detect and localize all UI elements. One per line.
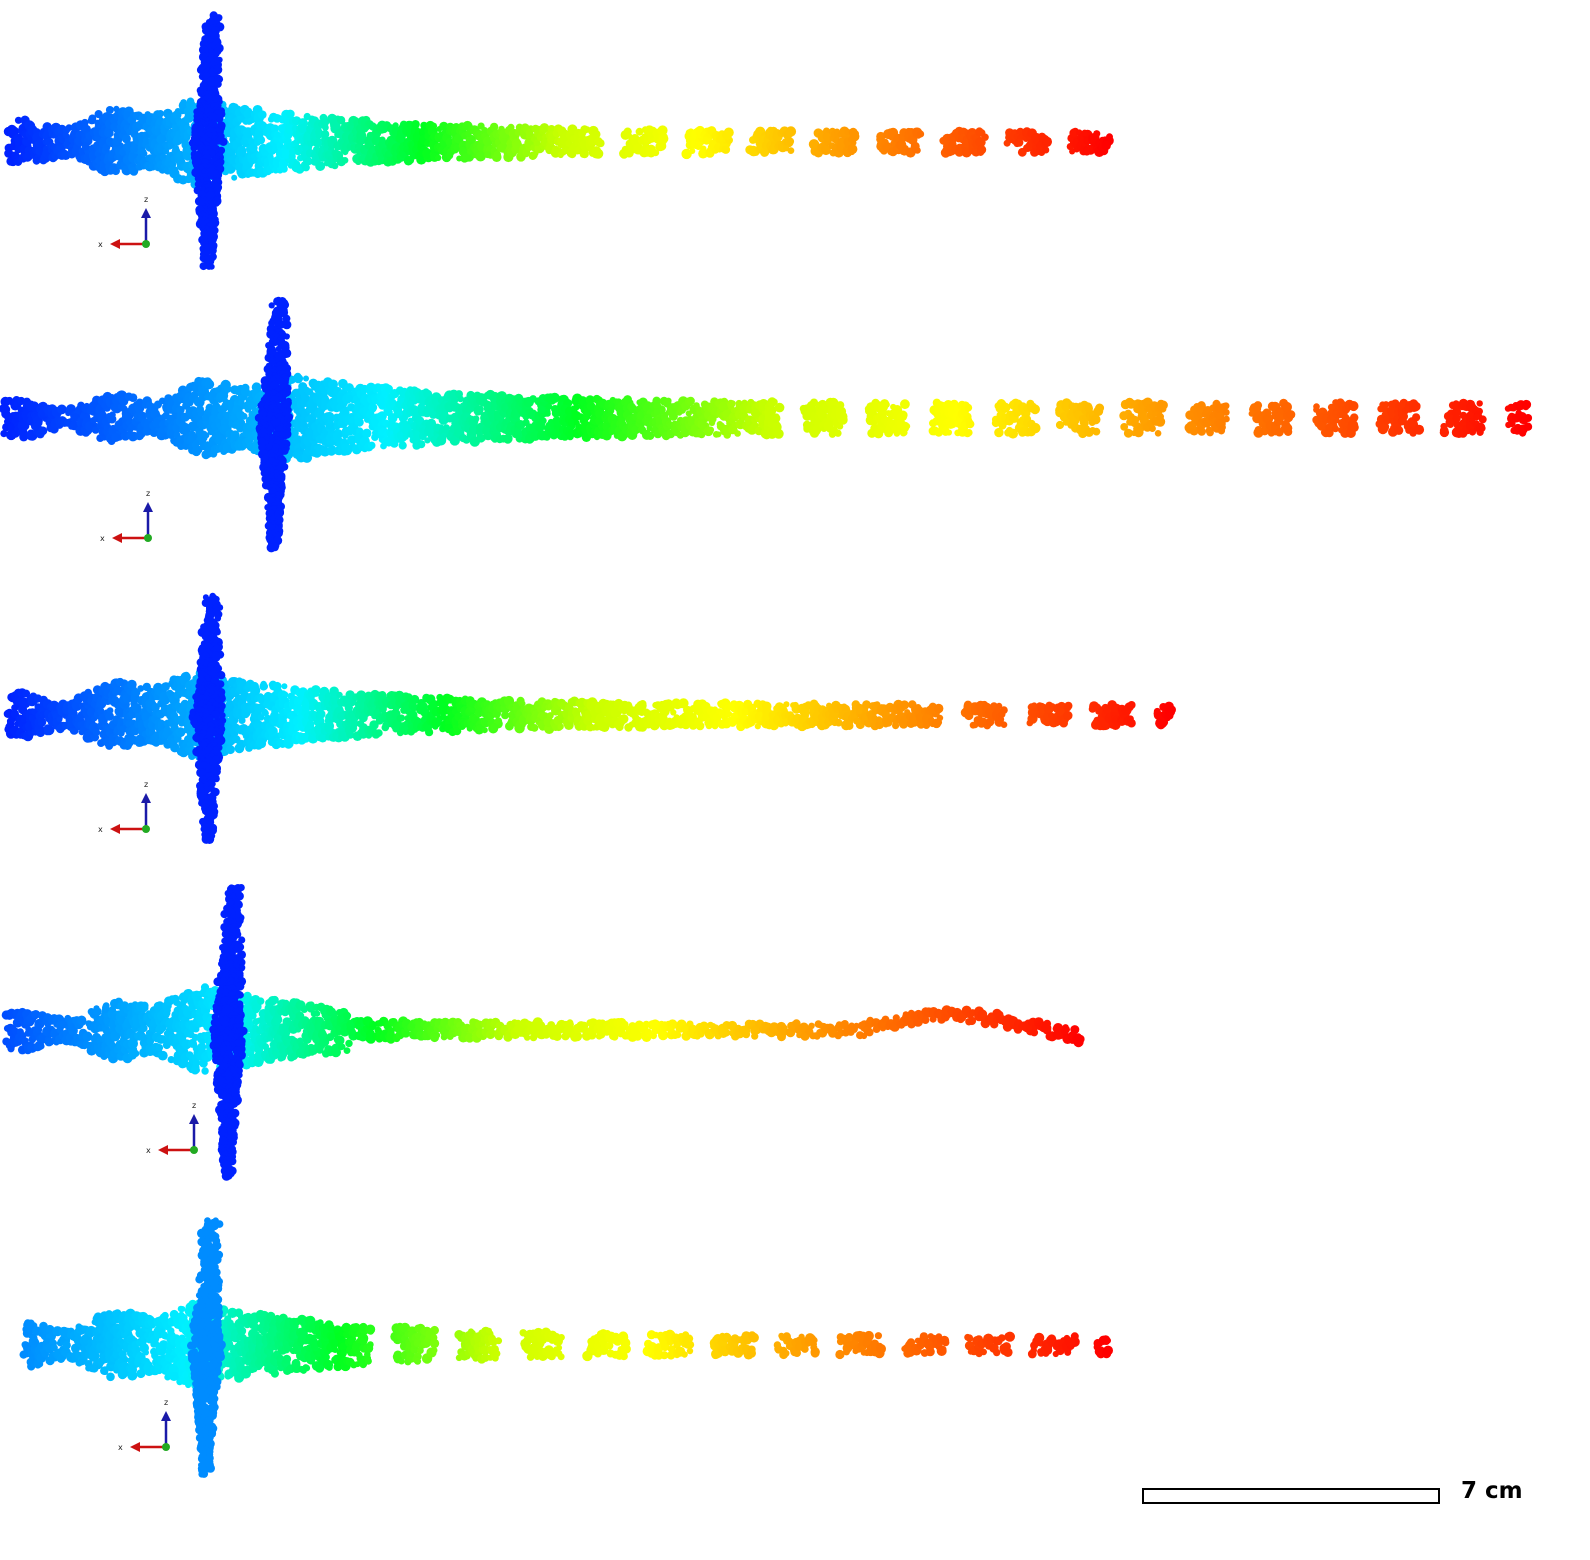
- axis-label-z: z: [144, 195, 148, 204]
- axis-label-x: x: [98, 240, 103, 249]
- axis-triad-2: zx: [100, 489, 153, 543]
- axis-triad-5: zx: [118, 1398, 171, 1452]
- axis-label-x: x: [118, 1443, 123, 1452]
- fin-4: [209, 884, 248, 1181]
- point-cloud-panel-1: [3, 11, 1114, 271]
- axis-label-z: z: [146, 489, 150, 498]
- axis-triad-4: zx: [146, 1101, 199, 1155]
- fin-3: [188, 592, 227, 844]
- point-cloud-panel-4: [1, 884, 1085, 1181]
- fin-1: [188, 11, 228, 271]
- point-cloud-panel-3: [3, 592, 1176, 844]
- scale-bar: [1142, 1488, 1440, 1504]
- fin-5: [187, 1217, 226, 1478]
- axis-label-x: x: [100, 534, 105, 543]
- axis-label-z: z: [192, 1101, 196, 1110]
- axis-label-x: x: [146, 1146, 151, 1155]
- point-cloud-panel-2: [0, 296, 1533, 553]
- fin-2: [254, 296, 294, 553]
- axis-label-z: z: [144, 780, 148, 789]
- point-cloud-panel-5: [19, 1217, 1113, 1478]
- axis-triad-3: zx: [98, 780, 151, 834]
- axis-label-x: x: [98, 825, 103, 834]
- scale-bar-label: 7 cm: [1461, 1478, 1523, 1504]
- axis-label-z: z: [164, 1398, 168, 1407]
- axis-triad-1: zx: [98, 195, 151, 249]
